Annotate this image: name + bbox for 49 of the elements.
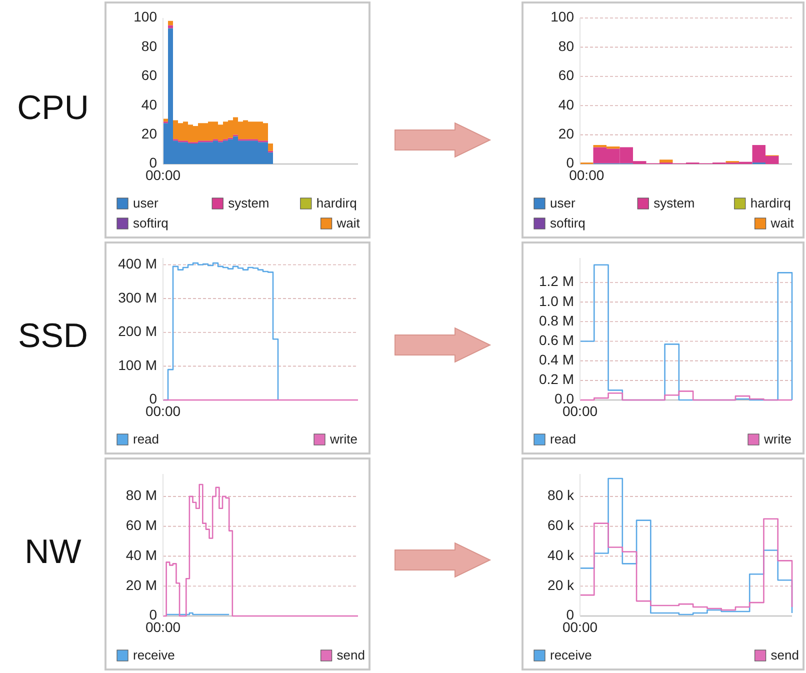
y-tick-label: 80 <box>141 38 158 54</box>
y-tick-label: 0.4 M <box>538 352 574 368</box>
y-tick-label: 200 M <box>118 323 157 340</box>
y-tick-label: 20 k <box>548 576 575 593</box>
legend-label: softirq <box>133 215 168 230</box>
y-tick-label: 300 M <box>118 289 157 306</box>
y-tick-label: 20 <box>141 126 158 142</box>
y-tick-label: 400 M <box>118 255 157 272</box>
y-tick-label: 0.6 M <box>538 332 574 348</box>
legend-label: hardirq <box>316 195 357 210</box>
text: CPU <box>17 88 89 127</box>
y-tick-label: 100 <box>134 8 158 25</box>
y-tick-label: 60 k <box>548 517 575 534</box>
y-tick-label: 60 <box>558 67 574 84</box>
y-tick-label: 80 k <box>548 487 575 504</box>
legend-label: system <box>228 195 270 210</box>
text: SSD <box>18 316 88 355</box>
y-tick-label: 40 <box>141 96 158 112</box>
legend-label: receive <box>550 647 592 662</box>
y-tick-label: 60 M <box>126 517 157 534</box>
y-tick-label: 60 <box>141 67 158 84</box>
legend-label: write <box>329 431 358 446</box>
y-tick-label: 1.0 M <box>538 292 574 309</box>
y-tick-label: 40 <box>558 96 574 112</box>
y-tick-label: 0.8 M <box>538 312 574 328</box>
y-tick-label: 20 <box>558 126 574 142</box>
legend-label: read <box>133 431 160 446</box>
legend-label: softirq <box>550 215 586 230</box>
legend-label: hardirq <box>750 195 791 210</box>
y-tick-label: 80 M <box>126 487 157 504</box>
legend-label: write <box>763 431 792 446</box>
legend-label: user <box>133 195 159 210</box>
y-tick-label: 100 M <box>118 356 157 373</box>
legend-label: send <box>336 647 366 662</box>
y-tick-label: 0.2 M <box>538 371 574 388</box>
y-tick-label: 20 M <box>126 576 157 593</box>
legend-label: receive <box>133 647 175 662</box>
legend-label: system <box>654 195 695 210</box>
legend-label: user <box>550 195 576 210</box>
y-tick-label: 80 <box>558 38 574 54</box>
legend-label: read <box>550 431 576 446</box>
legend-label: send <box>770 647 800 662</box>
text: NW <box>24 532 82 571</box>
y-tick-label: 40 k <box>548 546 575 563</box>
legend-label: wait <box>770 215 794 230</box>
y-tick-label: 100 <box>550 8 574 25</box>
legend-label: wait <box>336 215 360 230</box>
y-tick-label: 1.2 M <box>538 273 574 290</box>
y-tick-label: 40 M <box>126 546 157 563</box>
